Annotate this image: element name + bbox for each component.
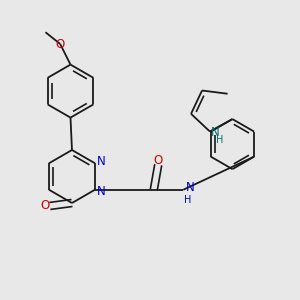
Text: H: H — [184, 195, 191, 205]
Text: H: H — [217, 135, 224, 145]
Text: N: N — [97, 185, 106, 198]
Text: O: O — [41, 200, 50, 212]
Text: N: N — [96, 155, 105, 168]
Text: N: N — [186, 181, 194, 194]
Text: O: O — [154, 154, 163, 167]
Text: O: O — [56, 38, 65, 50]
Text: N: N — [211, 127, 220, 140]
